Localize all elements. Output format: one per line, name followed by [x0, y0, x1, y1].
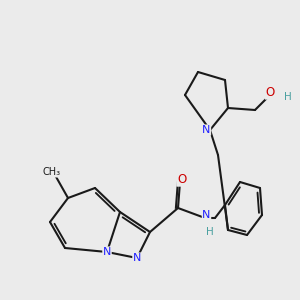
- Text: H: H: [284, 92, 292, 101]
- Text: N: N: [202, 125, 211, 135]
- Text: N: N: [202, 210, 211, 220]
- Text: N: N: [133, 253, 141, 263]
- Text: CH₃: CH₃: [43, 167, 61, 177]
- Text: H: H: [206, 227, 213, 237]
- Text: N: N: [103, 247, 111, 257]
- Text: O: O: [177, 173, 186, 186]
- Text: O: O: [266, 86, 274, 99]
